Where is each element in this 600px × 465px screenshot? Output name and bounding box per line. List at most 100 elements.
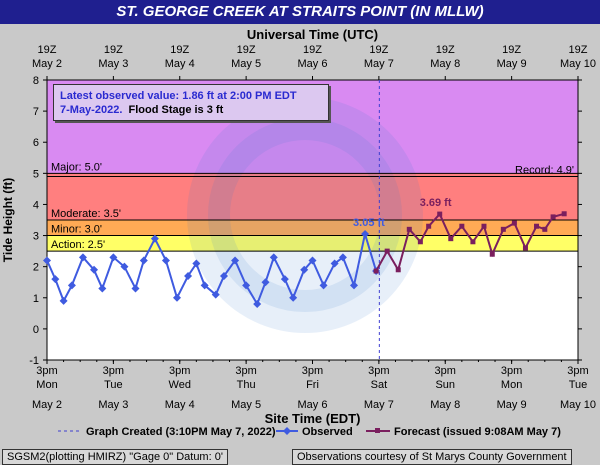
threshold-label-major: Major: 5.0' bbox=[51, 161, 102, 173]
forecast-point bbox=[534, 223, 540, 229]
y-tick-label: -1 bbox=[29, 355, 39, 367]
footer: SGSM2(plotting HMIRZ) "Gage 0" Datum: 0'… bbox=[0, 448, 600, 465]
watermark-ring bbox=[208, 118, 402, 312]
observed-point bbox=[211, 290, 220, 299]
annotation-forecast: 3.69 ft bbox=[420, 197, 452, 209]
observed-point bbox=[300, 265, 309, 274]
forecast-point bbox=[489, 251, 495, 257]
top-axis-title: Universal Time (UTC) bbox=[247, 27, 378, 42]
observed-point bbox=[319, 281, 328, 290]
x-tick-time: 3pm bbox=[169, 365, 190, 377]
tide-chart: Major: 5.0' Moderate: 3.5' Minor: 3.0' Acti… bbox=[1, 27, 596, 438]
y-tick-label: 4 bbox=[33, 199, 39, 211]
normal-band bbox=[47, 251, 578, 360]
observed-point bbox=[67, 281, 76, 290]
legend-forecast-marker bbox=[375, 428, 380, 433]
forecast-point bbox=[550, 214, 556, 220]
observed-point bbox=[220, 272, 228, 280]
x-tick-date: May 7 bbox=[364, 399, 394, 411]
legend-created-label: Graph Created (3:10PM May 7, 2022) bbox=[86, 426, 276, 438]
series-line-observed bbox=[46, 233, 378, 307]
forecast-point bbox=[426, 223, 432, 229]
observed-point bbox=[150, 234, 159, 243]
top-tick-date: May 3 bbox=[98, 58, 128, 70]
forecast-point bbox=[561, 211, 567, 217]
observed-point bbox=[51, 275, 60, 284]
threshold-label-record: Record: 4.9' bbox=[515, 164, 574, 176]
x-tick-day: Fri bbox=[306, 379, 319, 391]
observed-point bbox=[139, 256, 148, 265]
forecast-point bbox=[417, 239, 423, 245]
observed-point bbox=[231, 256, 240, 265]
forecast-point bbox=[373, 268, 379, 274]
observed-point bbox=[280, 275, 289, 284]
forecast-point bbox=[470, 239, 476, 245]
observed-point bbox=[253, 300, 262, 308]
x-tick-day: Tue bbox=[104, 379, 123, 391]
x-tick-day: Mon bbox=[501, 379, 522, 391]
latest-value-line: Latest observed value: 1.86 ft at 2:00 P… bbox=[60, 90, 297, 102]
legend-observed-label: Observed bbox=[302, 426, 353, 438]
observed-point bbox=[361, 230, 370, 238]
gage-datum-note: SGSM2(plotting HMIRZ) "Gage 0" Datum: 0' bbox=[2, 449, 228, 465]
x-tick-day: Thu bbox=[237, 379, 256, 391]
observed-point bbox=[338, 253, 347, 262]
y-tick-label: 8 bbox=[33, 75, 39, 87]
latest-value-box: Latest observed value: 1.86 ft at 2:00 P… bbox=[53, 84, 329, 121]
top-tick-date: May 9 bbox=[497, 58, 527, 70]
forecast-point bbox=[384, 248, 390, 254]
y-axis-title: Tide Height (ft) bbox=[1, 178, 15, 262]
action-band bbox=[47, 235, 578, 252]
observed-point bbox=[184, 272, 193, 280]
x-tick-date: May 5 bbox=[231, 399, 261, 411]
observed-point bbox=[261, 278, 270, 287]
x-tick-day: Wed bbox=[169, 379, 191, 391]
watermark-seal bbox=[187, 97, 423, 333]
x-tick-date: May 9 bbox=[497, 399, 527, 411]
x-tick-day: Sun bbox=[435, 379, 455, 391]
top-tick-time: 19Z bbox=[38, 44, 57, 56]
x-tick-date: May 2 bbox=[32, 399, 62, 411]
top-tick-date: May 5 bbox=[231, 58, 261, 70]
y-tick-label: 0 bbox=[33, 324, 39, 336]
top-tick-time: 19Z bbox=[502, 44, 521, 56]
top-tick-time: 19Z bbox=[569, 44, 588, 56]
top-tick-time: 19Z bbox=[104, 44, 123, 56]
observed-point bbox=[192, 259, 201, 268]
top-tick-time: 19Z bbox=[369, 44, 388, 56]
observed-point bbox=[269, 253, 278, 262]
x-tick-day: Tue bbox=[569, 379, 588, 391]
observed-point bbox=[308, 256, 317, 265]
x-tick-time: 3pm bbox=[368, 365, 389, 377]
x-tick-date: May 10 bbox=[560, 399, 596, 411]
courtesy-note: Observations courtesy of St Marys County… bbox=[292, 449, 572, 465]
y-tick-label: 3 bbox=[33, 231, 39, 243]
threshold-label-minor: Minor: 3.0' bbox=[51, 224, 102, 236]
forecast-point bbox=[481, 223, 487, 229]
observed-point bbox=[59, 296, 68, 305]
forecast-point bbox=[500, 226, 506, 232]
forecast-point bbox=[406, 226, 412, 232]
top-tick-time: 19Z bbox=[303, 44, 322, 56]
latest-date: 7-May-2022. bbox=[60, 104, 123, 116]
x-tick-time: 3pm bbox=[235, 365, 256, 377]
observed-point bbox=[242, 281, 251, 290]
latest-date-line: 7-May-2022. Flood Stage is 3 ft bbox=[60, 103, 223, 117]
top-tick-date: May 10 bbox=[560, 58, 596, 70]
top-tick-date: May 6 bbox=[298, 58, 328, 70]
top-tick-time: 19Z bbox=[436, 44, 455, 56]
x-tick-time: 3pm bbox=[36, 365, 57, 377]
threshold-label-moderate: Moderate: 3.5' bbox=[51, 208, 121, 220]
observed-point bbox=[349, 281, 358, 290]
observed-point bbox=[109, 253, 118, 262]
observed-point bbox=[43, 256, 51, 265]
bottom-axis-title: Site Time (EDT) bbox=[265, 411, 361, 426]
observed-point bbox=[131, 284, 140, 293]
top-tick-time: 19Z bbox=[170, 44, 189, 56]
x-tick-date: May 8 bbox=[430, 399, 460, 411]
observed-point bbox=[289, 293, 298, 302]
observed-point bbox=[172, 293, 181, 302]
top-tick-date: May 2 bbox=[32, 58, 62, 70]
forecast-point bbox=[437, 211, 443, 217]
